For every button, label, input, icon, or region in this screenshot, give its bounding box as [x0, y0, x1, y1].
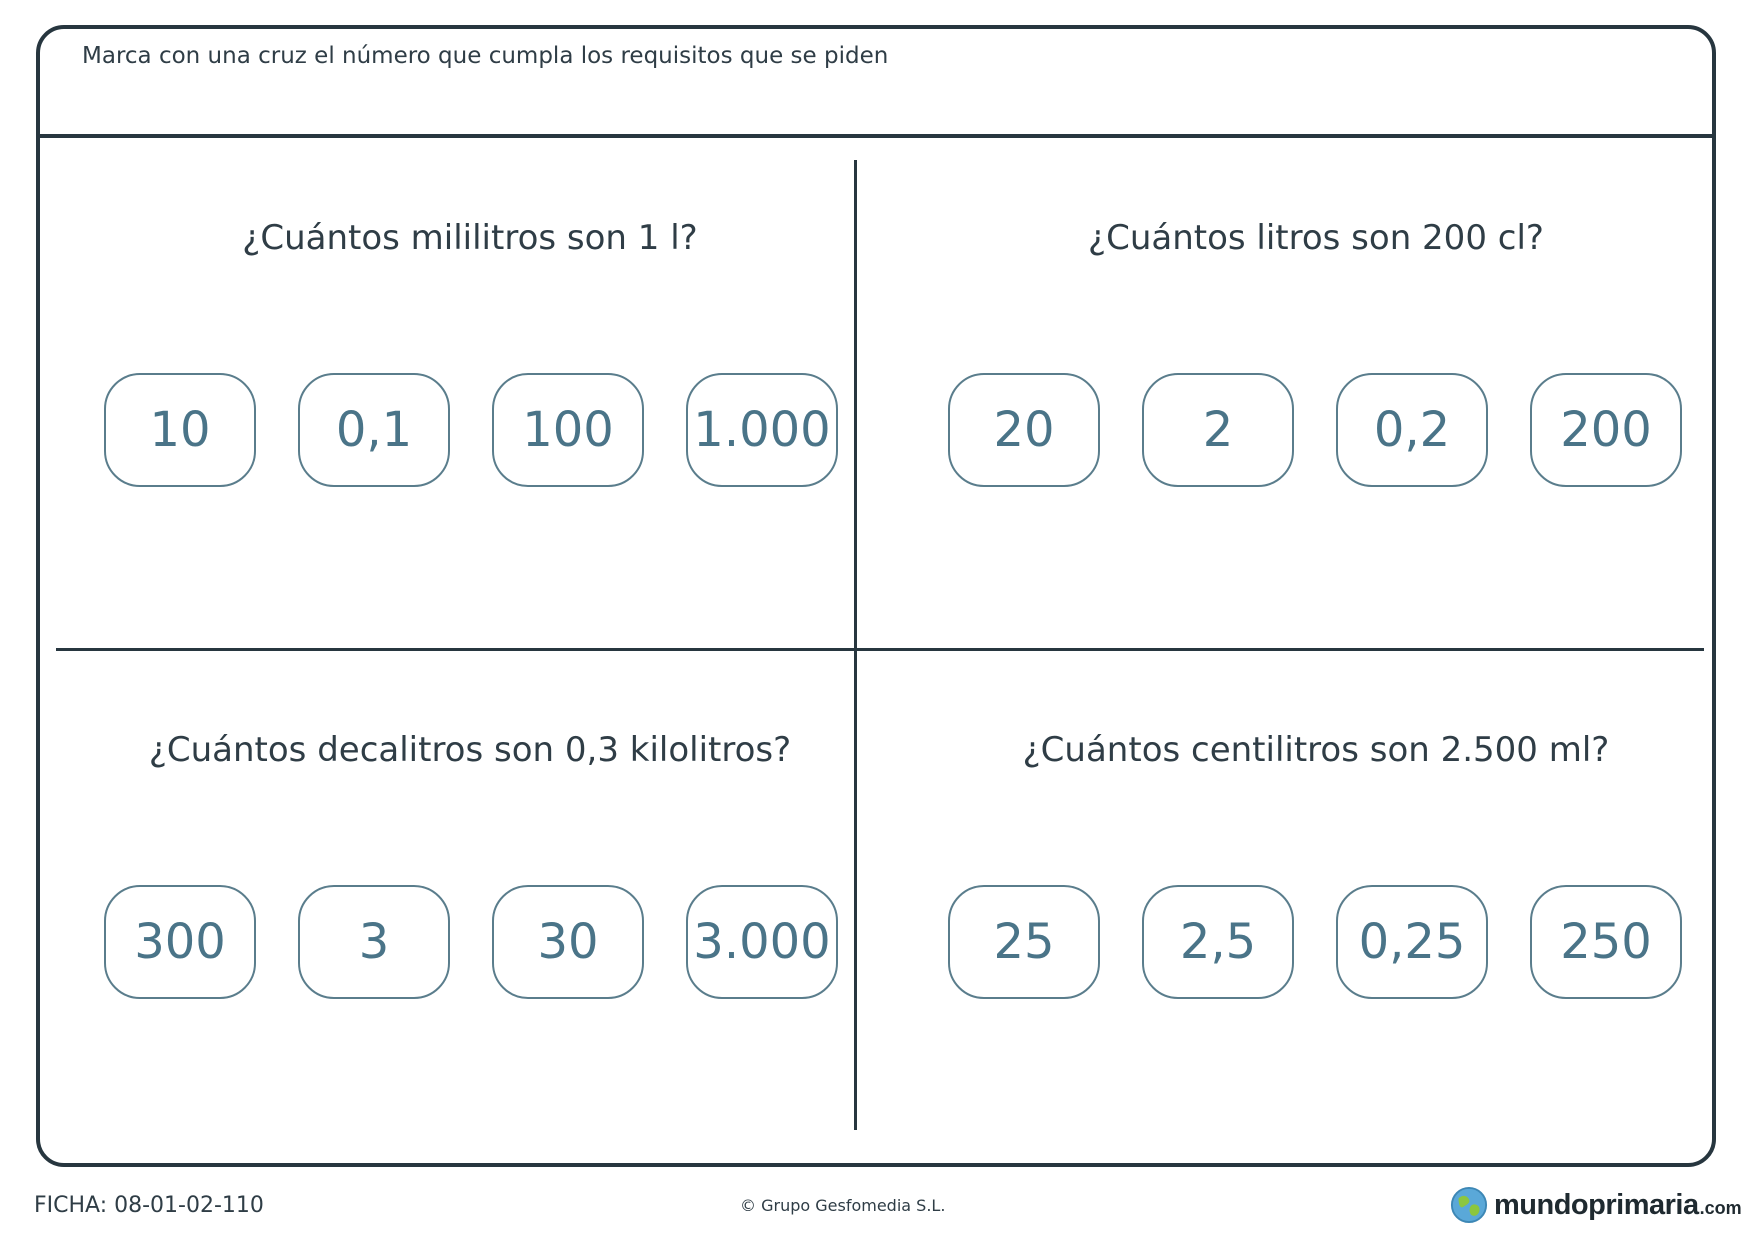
- instructions-text: Marca con una cruz el número que cumpla …: [82, 43, 889, 69]
- globe-icon: [1450, 1186, 1488, 1224]
- question-3-option-3[interactable]: 30: [492, 885, 644, 999]
- question-2-option-1[interactable]: 20: [948, 373, 1100, 487]
- horizontal-divider: [56, 648, 1704, 651]
- question-1-option-1[interactable]: 10: [104, 373, 256, 487]
- worksheet-code: FICHA: 08-01-02-110: [34, 1193, 264, 1218]
- question-3-text: ¿Cuántos decalitros son 0,3 kilolitros?: [148, 730, 792, 770]
- question-2-text: ¿Cuántos litros son 200 cl?: [1088, 218, 1544, 258]
- brand-name: mundoprimaria: [1494, 1188, 1699, 1221]
- question-1-option-4[interactable]: 1.000: [686, 373, 838, 487]
- question-4-option-3[interactable]: 0,25: [1336, 885, 1488, 999]
- worksheet-frame: Marca con una cruz el número que cumpla …: [36, 25, 1716, 1167]
- question-1-text: ¿Cuántos mililitros son 1 l?: [242, 218, 698, 258]
- question-3-option-2[interactable]: 3: [298, 885, 450, 999]
- question-3-option-4[interactable]: 3.000: [686, 885, 838, 999]
- question-4-option-4[interactable]: 250: [1530, 885, 1682, 999]
- question-2-option-2[interactable]: 2: [1142, 373, 1294, 487]
- question-4-option-1[interactable]: 25: [948, 885, 1100, 999]
- question-2-option-4[interactable]: 200: [1530, 373, 1682, 487]
- question-3-option-1[interactable]: 300: [104, 885, 256, 999]
- question-1-option-2[interactable]: 0,1: [298, 373, 450, 487]
- question-2-option-3[interactable]: 0,2: [1336, 373, 1488, 487]
- copyright-text: © Grupo Gesfomedia S.L.: [740, 1196, 946, 1215]
- vertical-divider: [854, 160, 857, 1130]
- header-divider: [40, 134, 1712, 138]
- question-4-option-2[interactable]: 2,5: [1142, 885, 1294, 999]
- question-4-text: ¿Cuántos centilitros son 2.500 ml?: [1022, 730, 1610, 770]
- question-1-option-3[interactable]: 100: [492, 373, 644, 487]
- brand-logo[interactable]: mundoprimaria .com: [1450, 1186, 1742, 1224]
- brand-tld: .com: [1699, 1197, 1742, 1218]
